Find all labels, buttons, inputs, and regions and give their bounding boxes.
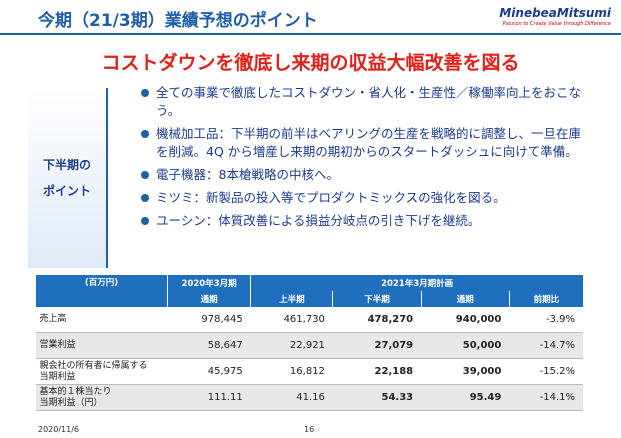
bullet: 機械加工品：下半期の前半はベアリングの生産を戦略的に調整し、一旦在庫を削減。4Q… <box>138 125 583 161</box>
footer-date: 2020/11/6 <box>38 425 80 434</box>
cell: -14.1% <box>509 384 583 411</box>
label-line: 基本的１株当たり <box>39 386 112 397</box>
cell: 22,188 <box>332 358 422 385</box>
label-line: 親会社の所有者に帰属する <box>39 360 148 371</box>
label-line: 当期利益 <box>39 371 76 382</box>
column-header: 通期 <box>420 291 510 307</box>
cell: 16,812 <box>250 358 333 385</box>
column-header: 前期比 <box>508 291 583 307</box>
cell: 41.16 <box>250 384 333 411</box>
cell: 478,270 <box>332 307 422 333</box>
group-header: 2020年3月期 <box>166 275 251 291</box>
cell: -15.2% <box>509 358 583 385</box>
cell: 27,079 <box>332 332 422 359</box>
row-label: 売上高 <box>35 307 168 333</box>
tagline: Passion to Create Value through Differen… <box>502 21 611 27</box>
cell: 111.11 <box>167 384 251 411</box>
row-label: 親会社の所有者に帰属する 当期利益 <box>35 358 168 385</box>
cell: 50,000 <box>421 332 510 359</box>
bullet-list: 全ての事業で徹底したコストダウン・省人化・生産性／稼働率向上をおこなう。 機械加工… <box>138 84 583 235</box>
bullet: 全ての事業で徹底したコストダウン・省人化・生産性／稼働率向上をおこなう。 <box>138 84 583 120</box>
table-row: 基本的１株当たり 当期利益（円） 111.11 41.16 54.33 95.49 -14.… <box>35 384 583 411</box>
table-row: 営業利益 58,647 22,921 27,079 50,000 -14.7% <box>35 332 583 359</box>
headline: コストダウンを徹底し来期の収益大幅改善を図る <box>101 52 520 74</box>
section-label: 下半期の ポイント <box>28 88 108 268</box>
unit: (百万円) <box>35 275 168 307</box>
header-rule <box>0 33 621 35</box>
label-line: ポイント <box>42 184 91 198</box>
row-label: 営業利益 <box>35 332 168 359</box>
table-row: 親会社の所有者に帰属する 当期利益 45,975 16,812 22,188 39,000… <box>35 358 583 385</box>
bullet: 電子機器：8本槍戦略の中核へ。 <box>138 166 583 184</box>
cell: 54.33 <box>332 384 422 411</box>
table-row: 売上高 978,445 461,730 478,270 940,000 -3.9% <box>35 307 583 333</box>
bullet: ミツミ：新製品の投入等でプロダクトミックスの強化を図る。 <box>138 189 583 207</box>
cell: -3.9% <box>509 307 583 333</box>
cell: 39,000 <box>421 358 510 385</box>
cell: 22,921 <box>250 332 333 359</box>
label-line: 当期利益（円） <box>39 397 103 408</box>
forecast-table: (百万円) 2020年3月期 2021年3月期計画 通期 上半期 下半期 通期 前期比 … <box>35 275 583 411</box>
cell: 940,000 <box>421 307 510 333</box>
column-header: 上半期 <box>250 291 333 307</box>
cell: 95.49 <box>421 384 510 411</box>
slide-title: 今期（21/3期）業績予想のポイント <box>38 11 318 31</box>
cell: 461,730 <box>250 307 333 333</box>
logo: MinebeaMitsumi <box>499 6 611 20</box>
column-header: 通期 <box>166 291 251 307</box>
row-label: 基本的１株当たり 当期利益（円） <box>35 384 168 411</box>
cell: 45,975 <box>167 358 251 385</box>
label-line: 下半期の <box>42 158 91 172</box>
group-header: 2021年3月期計画 <box>250 275 583 291</box>
cell: 58,647 <box>167 332 251 359</box>
cell: -14.7% <box>509 332 583 359</box>
page-number: 16 <box>304 425 315 434</box>
column-header: 下半期 <box>332 291 422 307</box>
label-line: 売上高 <box>39 314 67 324</box>
label-line: 営業利益 <box>39 340 76 350</box>
bullet: ユーシン：体質改善による損益分岐点の引き下げを継続。 <box>138 212 583 230</box>
cell: 978,445 <box>167 307 251 333</box>
